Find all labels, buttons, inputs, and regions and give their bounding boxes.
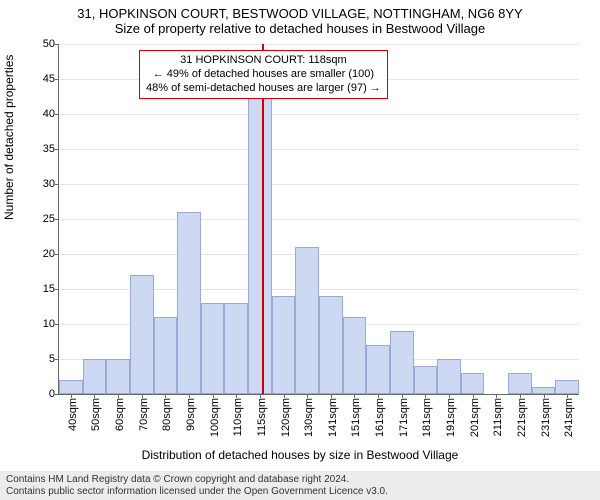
x-tick-label: 70sqm xyxy=(137,398,150,431)
x-tick-label: 115sqm xyxy=(255,398,268,436)
histogram-bar xyxy=(106,359,130,394)
gridline xyxy=(59,44,579,45)
footer-line-2: Contains public sector information licen… xyxy=(6,486,594,498)
x-tick-label: 151sqm xyxy=(349,398,362,437)
x-tick-label: 100sqm xyxy=(208,398,221,437)
y-tick-label: 40 xyxy=(29,108,59,120)
histogram-plot: 0510152025303540455040sqm50sqm60sqm70sqm… xyxy=(58,44,579,395)
annotation-box: 31 HOPKINSON COURT: 118sqm ← 49% of deta… xyxy=(139,50,388,99)
footer-line-1: Contains HM Land Registry data © Crown c… xyxy=(6,474,594,486)
x-tick-label: 241sqm xyxy=(562,398,575,437)
y-tick-label: 45 xyxy=(29,73,59,85)
histogram-bar xyxy=(177,212,201,394)
histogram-bar xyxy=(272,296,296,394)
histogram-bar xyxy=(224,303,248,394)
page-title-address: 31, HOPKINSON COURT, BESTWOOD VILLAGE, N… xyxy=(0,0,600,21)
attribution-footer: Contains HM Land Registry data © Crown c… xyxy=(0,471,600,500)
page-title-subtitle: Size of property relative to detached ho… xyxy=(0,21,600,36)
y-tick-label: 30 xyxy=(29,178,59,190)
x-tick-label: 60sqm xyxy=(113,398,126,431)
y-tick-label: 20 xyxy=(29,248,59,260)
histogram-bar xyxy=(319,296,343,394)
histogram-bar xyxy=(343,317,367,394)
y-tick-label: 5 xyxy=(29,353,59,365)
histogram-bar xyxy=(414,366,438,394)
y-tick-label: 10 xyxy=(29,318,59,330)
y-tick-label: 0 xyxy=(29,388,59,400)
y-tick-label: 35 xyxy=(29,143,59,155)
x-tick-label: 80sqm xyxy=(160,398,173,431)
x-tick-label: 130sqm xyxy=(302,398,315,437)
x-tick-label: 50sqm xyxy=(89,398,102,431)
histogram-bar xyxy=(154,317,178,394)
histogram-bar xyxy=(532,387,556,394)
x-axis-label: Distribution of detached houses by size … xyxy=(0,448,600,462)
x-tick-label: 221sqm xyxy=(515,398,528,437)
y-tick-label: 15 xyxy=(29,283,59,295)
histogram-bar xyxy=(201,303,225,394)
histogram-bar xyxy=(295,247,319,394)
annotation-line-property: 31 HOPKINSON COURT: 118sqm xyxy=(146,54,381,68)
y-axis-label: Number of detached properties xyxy=(2,55,16,220)
x-tick-label: 171sqm xyxy=(397,398,410,437)
histogram-bar xyxy=(508,373,532,394)
gridline xyxy=(59,254,579,255)
histogram-bar xyxy=(366,345,390,394)
x-tick-label: 201sqm xyxy=(468,398,481,437)
x-tick-label: 181sqm xyxy=(420,398,433,437)
gridline xyxy=(59,219,579,220)
x-tick-label: 141sqm xyxy=(326,398,339,437)
x-tick-label: 120sqm xyxy=(279,398,292,437)
histogram-bar xyxy=(59,380,83,394)
x-tick-label: 40sqm xyxy=(66,398,79,431)
histogram-bar xyxy=(390,331,414,394)
histogram-bar xyxy=(83,359,107,394)
x-tick-label: 191sqm xyxy=(444,398,457,437)
x-tick-label: 110sqm xyxy=(231,398,244,436)
annotation-line-smaller: ← 49% of detached houses are smaller (10… xyxy=(146,68,381,82)
gridline xyxy=(59,184,579,185)
x-tick-label: 211sqm xyxy=(491,398,504,436)
histogram-bar xyxy=(437,359,461,394)
y-tick-label: 25 xyxy=(29,213,59,225)
x-tick-label: 231sqm xyxy=(539,398,552,437)
annotation-line-larger: 48% of semi-detached houses are larger (… xyxy=(146,82,381,96)
gridline xyxy=(59,149,579,150)
histogram-bar xyxy=(248,79,272,394)
gridline xyxy=(59,114,579,115)
histogram-bar xyxy=(555,380,579,394)
x-tick-label: 90sqm xyxy=(184,398,197,431)
y-tick-label: 50 xyxy=(29,38,59,50)
histogram-bar xyxy=(461,373,485,394)
histogram-bar xyxy=(130,275,154,394)
x-tick-label: 161sqm xyxy=(373,398,386,437)
